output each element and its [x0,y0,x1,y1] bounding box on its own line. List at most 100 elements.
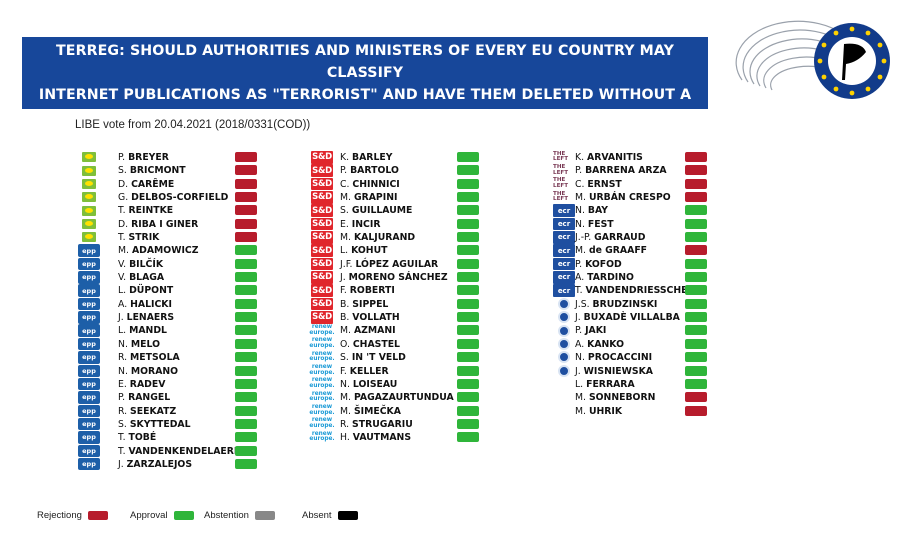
left-group-badge: THE LEFT [553,191,575,204]
member-initial: F. [340,365,350,377]
member-name: E. RADEV [118,378,165,391]
member-initial: J.-P. [575,232,595,244]
vote-approve-swatch [235,245,257,256]
member-name: M. de GRAAFF [575,244,647,257]
epp-group-badge: epp [78,391,100,404]
id-group-badge [553,364,575,378]
member-initial: N. [575,218,588,230]
epp-group-badge: epp [78,444,100,458]
vote-approve-swatch [235,325,257,336]
member-name: K. BARLEY [340,151,392,164]
member-initial: M. [575,392,589,404]
member-surname: AZMANI [353,325,396,337]
renew-badge-text: renew europe. [309,337,335,350]
ecr-badge-text: ecr [557,206,571,215]
member-name: M. URBÁN CRESPO [575,191,671,204]
vote-reject-swatch [685,245,707,256]
member-name: L. DÜPONT [118,284,173,297]
member-initial: P. [575,258,586,270]
member-initial: T. [118,232,129,244]
vote-approve-swatch [235,405,257,416]
vote-approve-swatch [235,432,257,443]
member-initial: S. [340,352,352,364]
eu-stars [817,26,887,96]
member-name: J. BUXADÈ VILLALBA [575,311,680,324]
vote-approve-swatch [457,312,479,323]
epp-group-badge: epp [78,351,100,364]
epp-badge-text: epp [82,433,96,442]
member-name: S. BRICMONT [118,164,186,177]
renew-badge-text: renew europe. [309,403,335,416]
left-badge-text: THE LEFT [553,177,569,189]
vote-approve-swatch [235,445,257,456]
member-name: P. BREYER [118,151,169,164]
member-name: A. HALICKI [118,298,172,311]
member-initial: T. [575,285,586,297]
sd-badge-text: S&D [312,285,332,296]
member-initial: H. [340,432,353,444]
member-surname: BARLEY [352,152,393,163]
left-group-badge: THE LEFT [553,177,575,191]
member-name: J. MORENO SÁNCHEZ [340,271,448,284]
ecr-group-badge: ecr [553,231,575,244]
renew-group-badge: renew europe. [309,418,334,431]
member-surname: ROBERTI [349,285,395,297]
epp-group-badge: epp [78,271,100,284]
vote-approve-swatch [235,285,257,296]
member-name: G. DELBOS-CORFIELD [118,191,228,204]
legend-swatch [173,511,194,520]
member-initial: T. [118,432,129,444]
member-name: L. MANDL [118,324,167,337]
member-initial: J. [118,312,127,324]
member-name: N. FEST [575,218,614,231]
member-surname: BARRENA ARZA [585,165,667,177]
member-surname: BAY [587,205,608,217]
member-initial: P. [575,325,586,337]
renew-group-badge: renew europe. [309,363,335,378]
member-initial: E. [340,218,352,230]
epp-group-badge: epp [78,404,100,418]
vote-approve-swatch [685,325,707,336]
member-initial: C. [575,178,588,190]
renew-group-badge: renew europe. [309,431,334,444]
member-name: V. BLAGA [118,271,164,284]
sd-badge-text: S&D [312,192,332,203]
legend-item-approve: Approval [130,510,194,521]
member-surname: TARDINO [587,272,634,284]
member-initial: M. [340,405,354,417]
member-initial: M. [118,245,132,257]
member-surname: KANKO [587,338,624,350]
vote-reject-swatch [685,192,707,203]
member-initial: R. [340,418,353,430]
epp-badge-text: epp [82,273,96,282]
vote-approve-swatch [685,298,707,309]
greens-group-badge [78,231,100,244]
sd-group-badge: S&D [311,164,333,177]
epp-badge-text: epp [82,366,96,375]
member-name: D. CARÊME [118,178,174,191]
epp-group-badge: epp [78,364,100,377]
ecr-badge-text: ecr [557,246,571,255]
member-name: F. KELLER [340,365,389,378]
member-surname: PROCACCINI [587,352,653,364]
member-name: M. PAGAZAURTUNDUA [340,391,454,404]
member-initial: P. [340,165,351,177]
member-surname: BRUDZINSKI [592,298,658,310]
member-name: S. IN 'T VELD [340,351,406,364]
member-surname: RANGEL [128,392,171,404]
member-name: J.F. LÓPEZ AGUILAR [340,258,438,271]
greens-group-badge [78,191,100,204]
vote-approve-swatch [235,338,257,349]
vote-approve-swatch [457,432,479,443]
member-name: N. MELO [118,338,160,351]
vote-approve-swatch [457,285,479,296]
epp-badge-text: epp [82,446,96,455]
member-surname: ADAMOWICZ [131,245,199,257]
renew-badge-text: renew europe. [309,363,335,376]
epp-group-badge: epp [78,324,100,337]
ecr-badge-text: ecr [557,273,571,282]
member-name: M. AZMANI [340,324,396,337]
member-initial: P. [118,392,129,404]
member-name: M. SONNEBORN [575,391,655,404]
member-surname: SONNEBORN [588,392,656,404]
